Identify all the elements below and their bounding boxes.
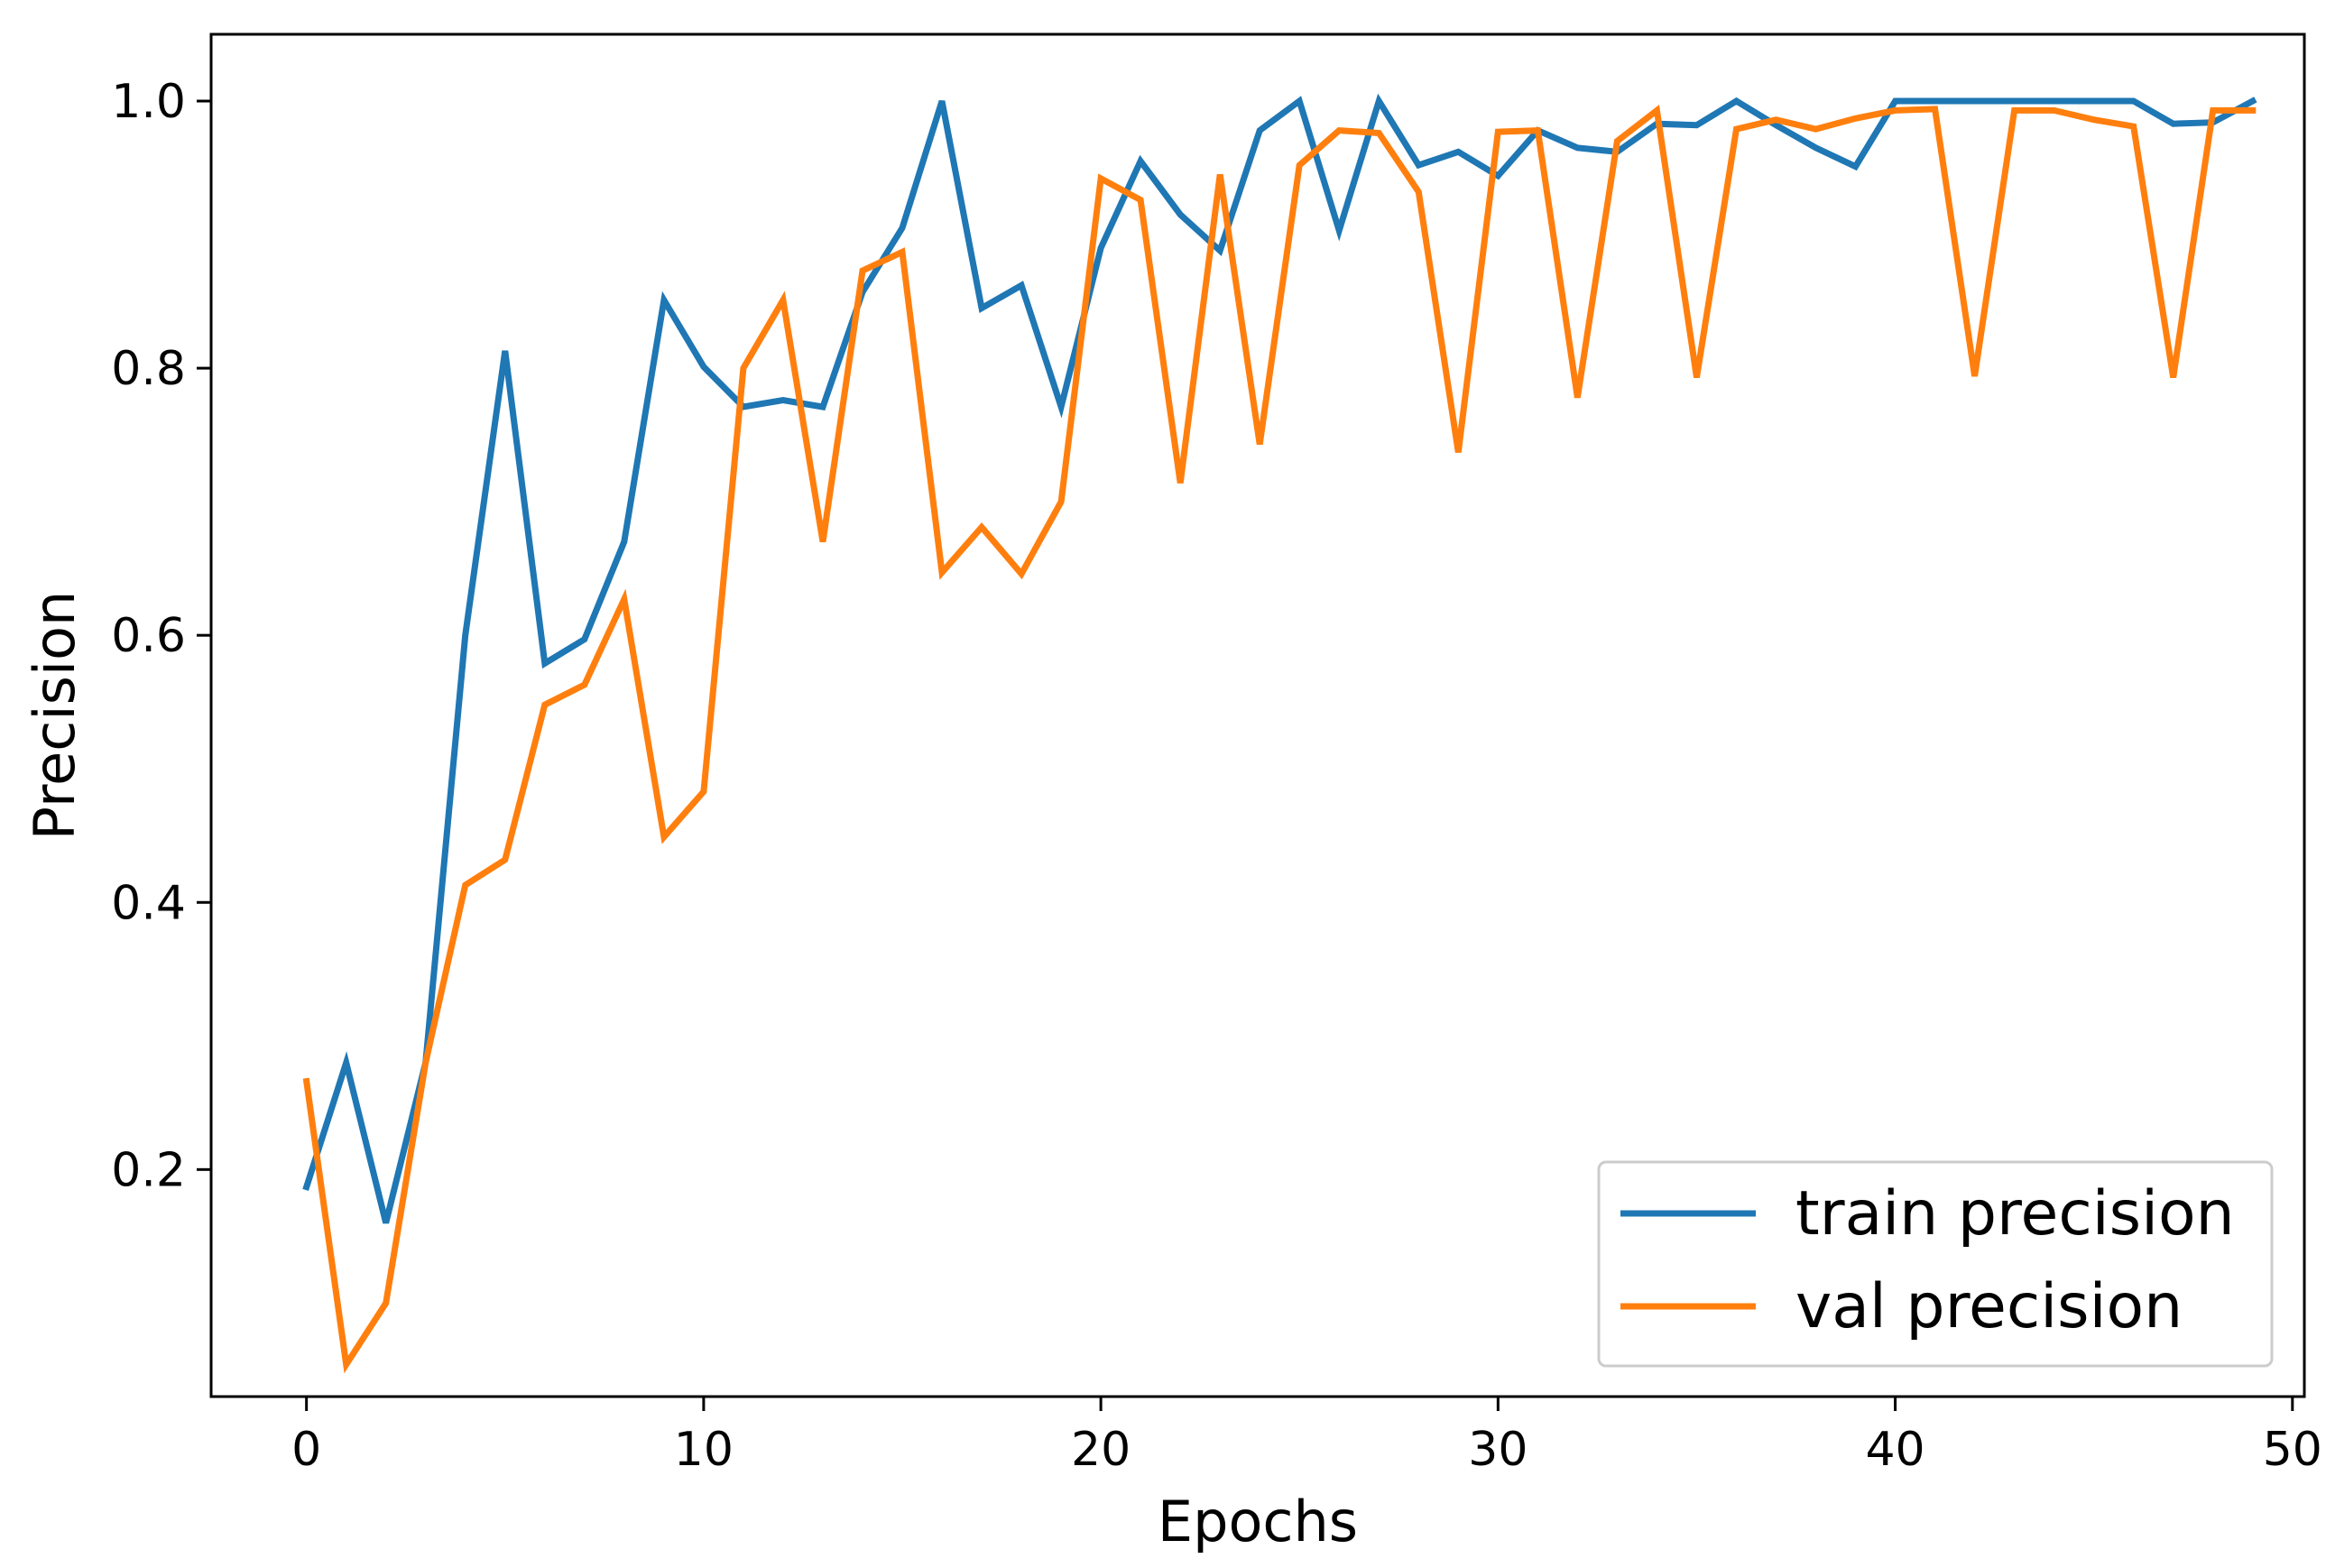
y-tick-label-0.8: 0.8 bbox=[111, 342, 186, 396]
x-tick-label-10: 10 bbox=[674, 1423, 734, 1477]
x-axis-label: Epochs bbox=[1158, 1489, 1358, 1554]
series-lines bbox=[302, 93, 2257, 1374]
y-tick-label-0.6: 0.6 bbox=[111, 609, 186, 663]
legend-box bbox=[1597, 1160, 2274, 1368]
x-tick-label-50: 50 bbox=[2263, 1423, 2322, 1477]
axis-ticks: 0 10 20 30 40 50 0.2 0.4 0.6 0.8 1.0 bbox=[111, 75, 2322, 1477]
y-tick-label-0.4: 0.4 bbox=[111, 876, 186, 930]
x-tick-label-20: 20 bbox=[1071, 1423, 1131, 1477]
x-tick-label-0: 0 bbox=[291, 1423, 321, 1477]
legend-train-label: train precision bbox=[1795, 1178, 2235, 1250]
legend-val-label: val precision bbox=[1795, 1271, 2183, 1342]
series-line-train-precision bbox=[302, 93, 2257, 1224]
y-axis-label: Precision bbox=[22, 591, 88, 841]
legend: train precision val precision bbox=[1597, 1160, 2274, 1368]
plot-area-frame bbox=[209, 32, 2306, 1398]
series-line-val-precision bbox=[302, 104, 2257, 1374]
x-tick-label-30: 30 bbox=[1468, 1423, 1528, 1477]
y-tick-label-0.2: 0.2 bbox=[111, 1143, 186, 1197]
y-tick-label-1: 1.0 bbox=[111, 75, 186, 129]
x-tick-label-40: 40 bbox=[1865, 1423, 1924, 1477]
